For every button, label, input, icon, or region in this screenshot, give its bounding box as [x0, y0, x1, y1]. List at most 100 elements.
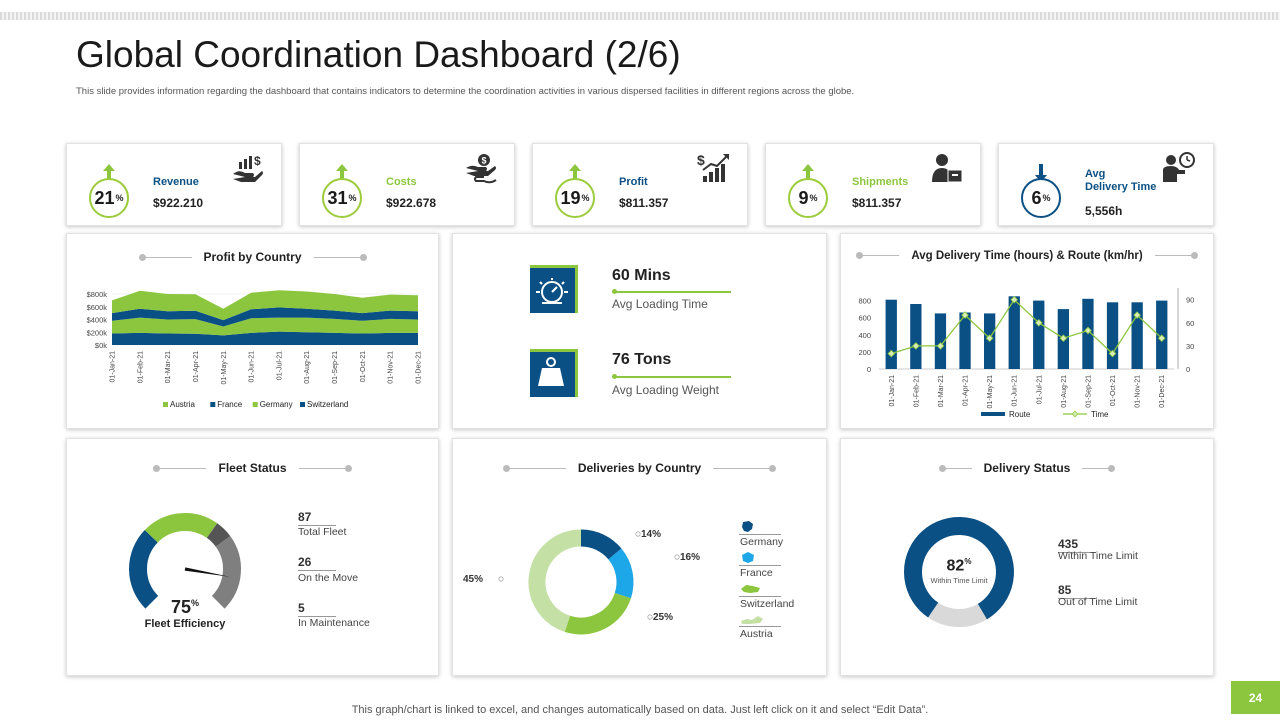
bar-route [885, 299, 897, 369]
trend-up-arrow-icon [569, 164, 581, 182]
legend-swatch [252, 402, 258, 407]
austria-map-icon [741, 616, 763, 624]
donut-segment-within-time-limit [904, 517, 1014, 620]
y-tick-label: $600k [87, 303, 108, 312]
loading-stats-card: 60 Mins Avg Loading Time 76 Tons Avg Loa… [452, 233, 827, 429]
kpi-card-profit[interactable]: 19% Profit $811.357 $ [532, 143, 748, 226]
kpi-card-avg-delivery-time[interactable]: 6% Avg Delivery Time 5,556h [998, 143, 1214, 226]
divider-line [612, 374, 731, 379]
kpi-percent-value: 9 [798, 187, 809, 208]
x-tick-label: 01-Jan-21 [889, 375, 896, 407]
france-map-icon [742, 552, 754, 563]
chart-title-text: Delivery Status [983, 461, 1071, 475]
loading-time-value: 60 Mins [612, 267, 671, 284]
kpi-percent-unit: % [348, 193, 357, 203]
kpi-percent-unit: % [1042, 193, 1051, 203]
fleet-efficiency-label: Fleet Efficiency [144, 618, 226, 630]
x-tick-label: 01-Oct-21 [1110, 375, 1117, 406]
y-tick-label: $800k [87, 290, 108, 299]
x-tick-label: 01-Nov-21 [1135, 375, 1142, 408]
x-tick-label: 01-Aug-21 [304, 351, 311, 384]
loading-weight-icon-box [530, 349, 578, 397]
kpi-percent: 31% [322, 178, 362, 218]
kpi-label: Avg Delivery Time [1085, 168, 1156, 194]
page-number: 24 [1231, 681, 1280, 714]
percent-label-switzerland: 25% [653, 612, 673, 623]
x-tick-label: 01-Jul-21 [1036, 375, 1043, 404]
x-tick-label: 01-Dec-21 [1159, 375, 1166, 408]
x-tick-label: 01-Nov-21 [388, 351, 395, 384]
donut-segment-switzerland [564, 592, 631, 635]
y-left-tick-label: 800 [858, 297, 871, 306]
svg-text:$: $ [697, 152, 705, 168]
fleet-stat-label: On the Move [298, 572, 359, 584]
point-time [961, 311, 969, 319]
coin-hand-icon: $ [466, 154, 497, 184]
donut-segment-austria [528, 529, 582, 632]
chart-title-text: Avg Delivery Time (hours) & Route (km/hr… [911, 250, 1143, 262]
svg-text:$: $ [482, 156, 487, 166]
legend-label-france: France [740, 567, 773, 579]
kpi-value: 5,556h [1085, 204, 1123, 218]
fleet-gauge-chart [129, 513, 241, 609]
delivery-person-icon [932, 154, 963, 183]
y-right-tick-label: 30 [1186, 342, 1194, 351]
delivery-status-center-label: Within Time Limit [930, 576, 988, 585]
chart-title: Fleet Status [67, 461, 438, 475]
kpi-percent-value: 21 [94, 187, 115, 208]
delivery-status-center-value: 82 [946, 557, 965, 575]
trend-up-arrow-icon [336, 164, 348, 182]
profit-chart-icon: $ [697, 152, 729, 182]
kpi-percent: 21% [89, 178, 129, 218]
point-time [1084, 326, 1092, 335]
kpi-label: Shipments [852, 176, 909, 188]
x-tick-label: 01-May-21 [221, 351, 228, 385]
kpi-value: $811.357 [619, 196, 669, 210]
loading-time-label: Avg Loading Time [612, 297, 708, 311]
weight-icon [538, 357, 564, 386]
x-tick-label: 01-Jul-21 [276, 351, 283, 380]
person-clock-icon [1163, 152, 1195, 182]
legend-label: France [217, 400, 242, 409]
donut-segment-france [608, 548, 634, 599]
fleet-stat-value: 26 [298, 555, 338, 571]
donut-segment-out-of-time-limit [928, 602, 987, 627]
legend-label-austria: Austria [740, 628, 773, 640]
kpi-percent-unit: % [581, 193, 590, 203]
kpi-value: $811.357 [852, 196, 902, 210]
x-tick-label: 01-Oct-21 [360, 351, 367, 382]
legend-label: Germany [260, 400, 293, 409]
point-time [1010, 295, 1019, 304]
gauge-needle [184, 567, 231, 577]
germany-map-icon [742, 521, 753, 532]
legend-label-route: Route [1009, 410, 1031, 419]
kpi-card-costs[interactable]: 31% Costs $922.678 $ [299, 143, 515, 226]
y-right-tick-label: 90 [1186, 296, 1194, 305]
x-tick-label: 01-Dec-21 [416, 351, 423, 384]
fleet-efficiency-unit: % [191, 598, 200, 608]
status-stat-value: 85 [1058, 583, 1098, 599]
bar-route [1131, 302, 1143, 369]
profit-by-country-chart: $0k $200k $400k $600k $800k 01-Jan-21 01-Feb-2… [87, 290, 423, 409]
x-tick-label: 01-Mar-21 [165, 351, 172, 383]
x-tick-label: 01-Aug-21 [1061, 375, 1068, 408]
kpi-card-shipments[interactable]: 9% Shipments $811.357 [765, 143, 981, 226]
kpi-percent: 19% [555, 178, 595, 218]
point-time [985, 334, 994, 343]
legend-line [739, 626, 781, 627]
trend-up-arrow-icon [103, 164, 115, 182]
delivery-status-center: 82% [929, 557, 989, 575]
y-left-tick-label: 200 [858, 348, 871, 357]
x-tick-label: 01-May-21 [987, 375, 994, 409]
kpi-label-line1: Avg [1085, 168, 1106, 180]
divider-line [612, 289, 731, 294]
legend-swatch-time-marker [1071, 410, 1079, 418]
x-tick-label: 01-Sep-21 [1085, 375, 1092, 408]
fleet-status-card: Fleet Status 75% Fleet Efficiency 87 Tot… [66, 438, 439, 676]
y-right-tick-label: 60 [1186, 319, 1194, 328]
y-left-tick-label: 0 [867, 365, 871, 374]
kpi-percent-value: 31 [327, 187, 348, 208]
kpi-card-revenue[interactable]: 21% Revenue $922.210 $ [66, 143, 282, 226]
fleet-stat-label: In Maintenance [298, 617, 370, 629]
bar-route [959, 312, 971, 369]
